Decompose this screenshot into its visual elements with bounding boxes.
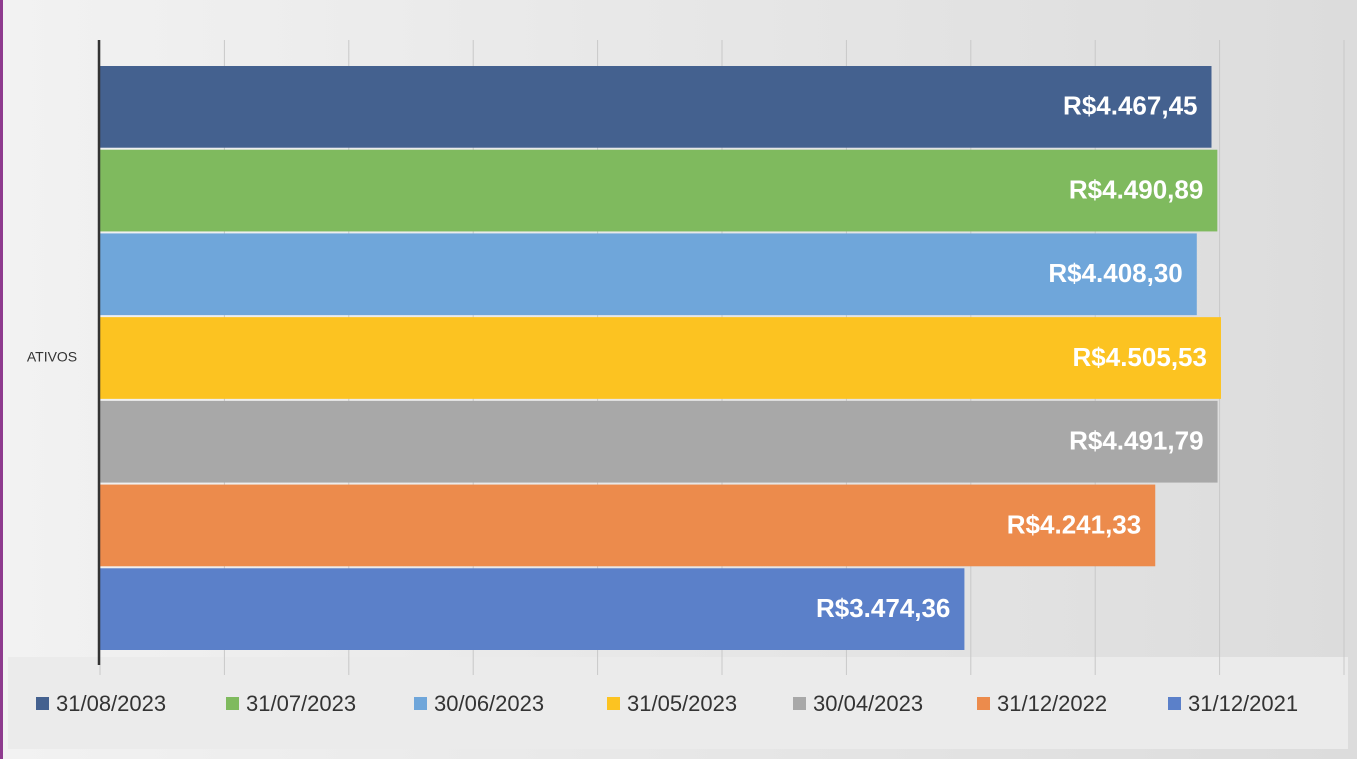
- legend-swatch: [226, 697, 239, 710]
- legend-swatch: [977, 697, 990, 710]
- bar: [100, 233, 1197, 316]
- legend-label: 30/06/2023: [434, 691, 544, 716]
- legend-label: 31/08/2023: [56, 691, 166, 716]
- data-label: R$4.490,89: [1069, 174, 1203, 204]
- legend-swatch: [414, 697, 427, 710]
- bar: [100, 400, 1218, 483]
- data-label: R$4.505,53: [1073, 342, 1207, 372]
- bar: [100, 66, 1212, 148]
- legend-swatch: [793, 697, 806, 710]
- border: [0, 0, 3, 759]
- data-label: R$4.408,30: [1048, 258, 1182, 288]
- legend-label: 30/04/2023: [813, 691, 923, 716]
- legend-swatch: [607, 697, 620, 710]
- legend-label: 31/05/2023: [627, 691, 737, 716]
- y-tick-label: ATIVOS: [27, 349, 77, 365]
- data-label: R$4.467,45: [1063, 91, 1197, 121]
- legend-label: 31/12/2022: [997, 691, 1107, 716]
- bar: [100, 484, 1156, 567]
- data-label: R$4.491,79: [1069, 426, 1203, 456]
- legend-label: 31/12/2021: [1188, 691, 1298, 716]
- legend-swatch: [1168, 697, 1181, 710]
- data-label: R$3.474,36: [816, 593, 950, 623]
- legend-label: 31/07/2023: [246, 691, 356, 716]
- legend-swatch: [36, 697, 49, 710]
- data-label: R$4.241,33: [1007, 509, 1141, 539]
- bar: [100, 568, 965, 650]
- bar: [100, 317, 1221, 399]
- bar: [100, 149, 1218, 232]
